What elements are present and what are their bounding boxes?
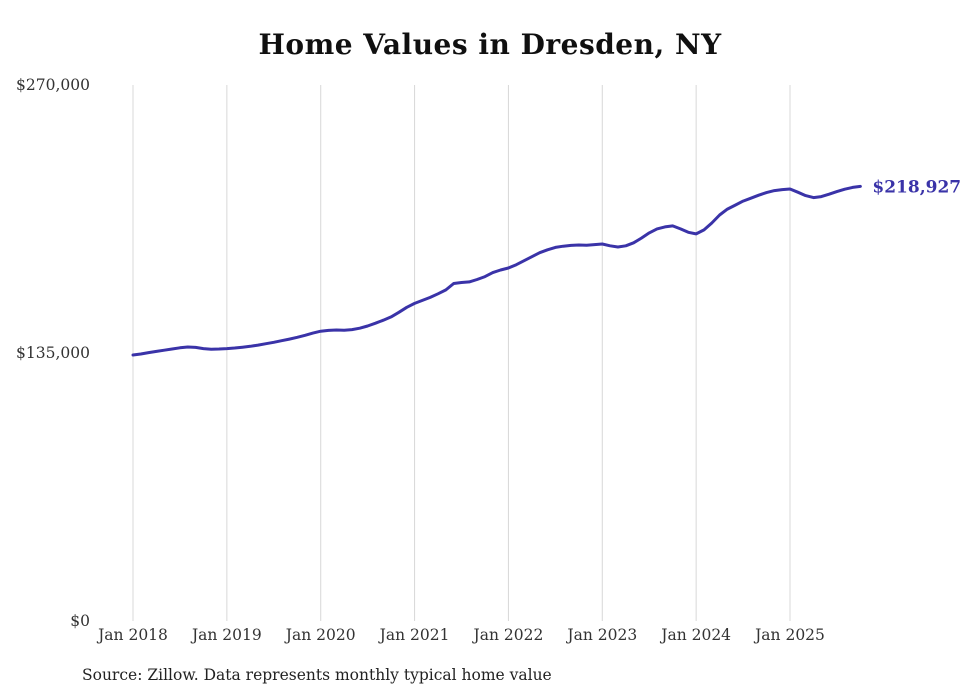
chart-title: Home Values in Dresden, NY [258,28,722,61]
source-note: Source: Zillow. Data represents monthly … [82,666,552,684]
home-value-series-line [131,184,862,357]
x-axis-tick-label: Jan 2024 [659,626,731,644]
y-axis-tick-label: $0 [70,612,90,630]
x-axis-tick-label: Jan 2021 [378,626,450,644]
y-axis-tick-label: $135,000 [16,344,90,362]
x-axis-tick-label: Jan 2025 [753,626,825,644]
x-axis-tick-label: Jan 2023 [565,626,637,644]
y-axis-tick-label: $270,000 [16,76,90,94]
x-axis-tick-label: Jan 2018 [96,626,168,644]
x-axis-tick-label: Jan 2020 [284,626,356,644]
x-axis-tick-label: Jan 2022 [472,626,544,644]
end-value-label: $218,927 [872,177,961,197]
x-axis-tick-label: Jan 2019 [190,626,262,644]
